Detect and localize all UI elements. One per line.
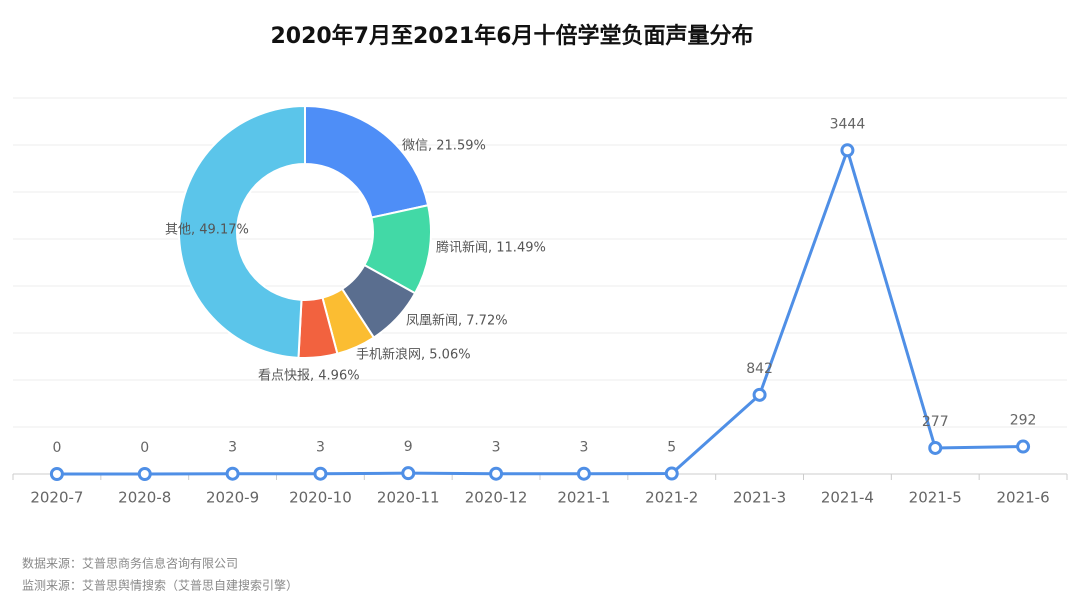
data-label: 3 [579,440,588,456]
x-tick-label: 2020-8 [118,489,171,507]
data-point [49,467,64,481]
data-point [840,143,855,158]
chart-title: 2020年7月至2021年6月十倍学堂负面声量分布 [270,23,753,49]
x-tick-label: 2021-2 [645,489,698,507]
data-label: 5 [667,440,676,456]
slice-label: 凤凰新闻, 7.72% [406,313,508,329]
slice-label: 其他, 49.17% [165,223,249,238]
data-label: 277 [922,414,949,430]
data-point [225,466,240,481]
x-tick-label: 2020-9 [206,489,259,507]
slice-label: 手机新浪网, 5.06% [356,347,471,363]
data-point [928,440,943,455]
data-point [1016,439,1031,454]
slice-label: 腾讯新闻, 11.49% [436,240,546,256]
data-label: 0 [140,440,149,456]
pie-slice [178,104,306,359]
data-point [664,466,679,481]
slice-label: 微信, 21.59% [402,139,486,154]
slice-label: 看点快报, 4.96% [258,368,360,384]
data-point [576,466,591,481]
source-note: 监测来源：艾普思舆情搜索（艾普思自建搜索引擎） [22,578,298,593]
x-tick-label: 2020-10 [289,489,352,507]
data-label: 3 [492,440,501,456]
x-tick-label: 2020-11 [377,489,440,507]
data-point [489,466,504,481]
x-tick-label: 2021-3 [733,489,786,507]
x-tick-label: 2021-5 [909,489,962,507]
series-line [56,145,1024,476]
data-label: 842 [746,361,773,377]
data-label: 3444 [830,116,866,132]
data-point [137,467,152,481]
pie-slice [304,104,430,219]
x-tick-label: 2021-4 [821,489,874,507]
x-tick-label: 2021-6 [997,489,1050,507]
data-label: 292 [1010,413,1037,429]
x-tick-label: 2021-1 [557,489,610,507]
data-point [313,466,328,481]
data-label: 9 [404,439,413,455]
x-tick-label: 2020-12 [465,489,528,507]
source-note: 数据来源：艾普思商务信息咨询有限公司 [22,556,238,571]
x-tick-label: 2020-7 [30,489,83,507]
data-label: 0 [52,440,61,456]
data-label: 3 [316,440,325,456]
data-point [401,466,416,481]
data-label: 3 [228,440,237,456]
data-point [752,387,767,402]
